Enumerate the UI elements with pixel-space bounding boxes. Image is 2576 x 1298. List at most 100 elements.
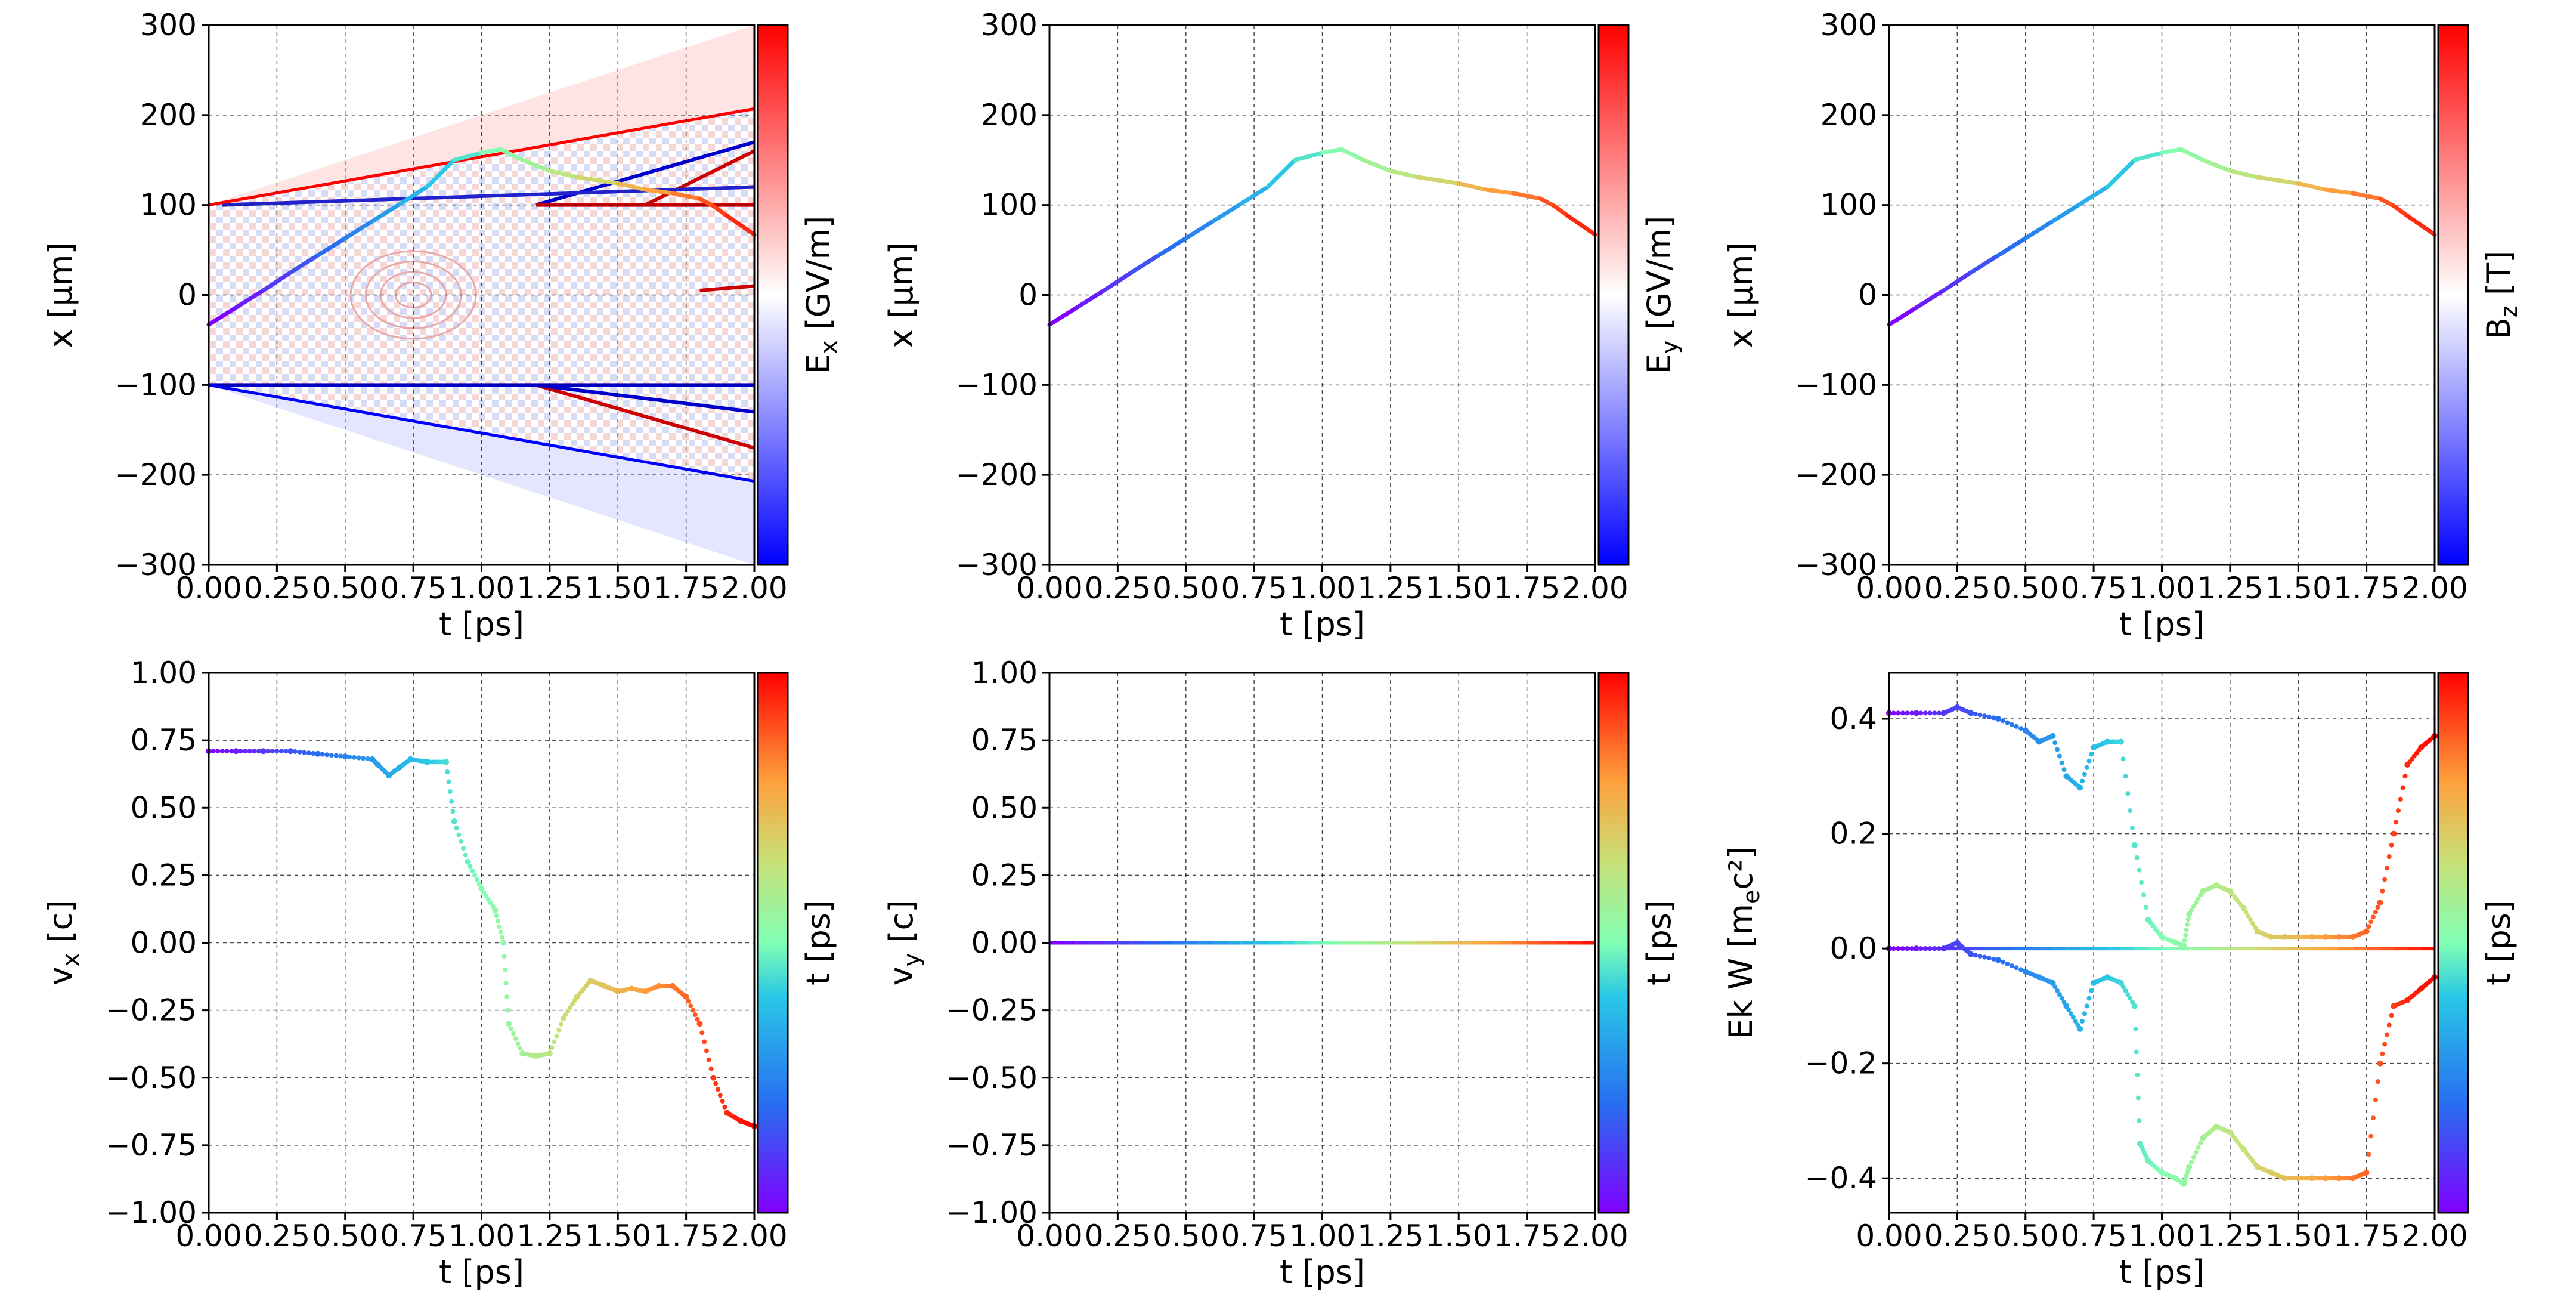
data-point xyxy=(2014,724,2019,729)
data-point xyxy=(2143,905,2148,910)
data-point xyxy=(256,749,261,754)
y-tick-label: −0.25 xyxy=(946,993,1038,1028)
data-point xyxy=(504,994,510,999)
data-point xyxy=(450,809,456,814)
y-tick-label: 0.2 xyxy=(1829,817,1877,851)
trajectory-segment xyxy=(1293,150,1324,162)
data-point xyxy=(2196,1145,2201,1150)
colorbar-label: Ex [GV/m] xyxy=(800,216,842,375)
data-point xyxy=(476,882,482,887)
trajectory-segment xyxy=(1511,191,1543,201)
data-point xyxy=(2073,1019,2078,1024)
trajectory-segment xyxy=(670,191,702,201)
data-point xyxy=(2368,1133,2374,1139)
data-point xyxy=(722,1104,727,1110)
data-point xyxy=(484,894,489,899)
trajectory-segment xyxy=(1320,147,1344,155)
trajectory-segment xyxy=(1456,181,1488,192)
data-point xyxy=(1936,710,1942,716)
data-point xyxy=(2182,938,2187,943)
data-point xyxy=(2123,988,2128,993)
trajectory-segment xyxy=(643,187,675,196)
data-point xyxy=(515,1041,521,1046)
data-point xyxy=(710,1074,717,1081)
colorbar xyxy=(1597,672,1630,1214)
data-point xyxy=(1909,710,1915,716)
data-point xyxy=(1982,713,1987,719)
x-tick-label: 1.25 xyxy=(1357,1219,1423,1253)
data-point xyxy=(481,890,487,895)
trajectory-segment xyxy=(288,253,320,275)
x-tick-label: 1.75 xyxy=(1494,1219,1560,1253)
grid xyxy=(1888,673,2435,1213)
data-point xyxy=(2089,988,2094,993)
data-point xyxy=(554,1033,559,1039)
colorbar xyxy=(1597,24,1630,566)
trajectory-segment xyxy=(2296,181,2328,192)
x-tick-label: 0.00 xyxy=(1856,1219,1922,1253)
y-tick-label: 0.0 xyxy=(1829,931,1877,966)
data-point xyxy=(716,1087,720,1092)
data-point xyxy=(683,994,689,1000)
data-point xyxy=(2066,1007,2072,1012)
y-tick-label: −0.75 xyxy=(946,1128,1038,1163)
data-point xyxy=(224,749,230,754)
x-tick-label: 1.50 xyxy=(585,571,651,605)
y-tick-label: −100 xyxy=(115,367,197,402)
trajectory-segment xyxy=(2023,219,2055,240)
y-tick-label: −300 xyxy=(956,548,1038,582)
data-point xyxy=(2184,927,2189,932)
trajectory-segment xyxy=(234,288,265,310)
y-tick-label: 100 xyxy=(1820,188,1877,222)
data-point xyxy=(503,967,508,972)
data-point xyxy=(2018,967,2024,972)
colorbar xyxy=(2437,24,2469,566)
data-point xyxy=(2363,928,2370,935)
data-point xyxy=(1973,953,1978,958)
data-point xyxy=(352,755,357,760)
x-tick-label: 2.00 xyxy=(2401,1219,2467,1253)
data-point xyxy=(1932,710,1937,716)
data-point xyxy=(509,1026,514,1031)
trajectory-segment xyxy=(2391,203,2410,218)
data-point xyxy=(2082,772,2087,777)
data-point xyxy=(498,929,503,935)
data-point xyxy=(2389,1013,2394,1018)
data-point xyxy=(451,818,457,824)
data-point xyxy=(356,755,361,761)
data-point xyxy=(311,750,316,756)
y-tick-label: −0.2 xyxy=(1805,1046,1877,1081)
data-point xyxy=(713,1081,719,1086)
data-point xyxy=(302,750,307,755)
data-point xyxy=(2185,917,2191,922)
data-point xyxy=(445,769,450,774)
data-point xyxy=(459,839,464,844)
data-point xyxy=(2049,979,2056,986)
data-point xyxy=(1991,956,1996,962)
y-tick-label: −0.25 xyxy=(106,993,197,1028)
series-1 xyxy=(206,748,757,1130)
data-point xyxy=(691,1008,696,1013)
colorbar-label: Ey [GV/m] xyxy=(1640,216,1683,375)
data-point xyxy=(2120,984,2126,990)
data-point xyxy=(2125,791,2131,796)
data-point xyxy=(495,919,500,924)
panel-3: 0.00 0.25 0.50 0.75 1.00 1.25 1.50 1.75 2.00 300 2… xyxy=(1722,8,2522,643)
data-point xyxy=(2400,785,2405,790)
x-tick-label: 2.00 xyxy=(721,571,787,605)
field-filament xyxy=(222,185,755,207)
x-tick-label: 1.00 xyxy=(1289,1219,1355,1253)
data-point xyxy=(2375,905,2380,910)
data-point xyxy=(2196,896,2201,901)
trajectory-segment xyxy=(1211,202,1243,224)
data-point xyxy=(2057,753,2062,759)
data-point xyxy=(2134,855,2140,860)
data-point xyxy=(2191,904,2196,909)
data-point xyxy=(461,846,466,851)
colorbar-label: t [ps] xyxy=(1640,900,1678,985)
data-point xyxy=(2077,784,2083,791)
trajectory-segment xyxy=(1416,175,1461,186)
trajectory-segment xyxy=(479,147,503,155)
data-point xyxy=(2193,900,2199,905)
data-point xyxy=(1918,710,1924,716)
